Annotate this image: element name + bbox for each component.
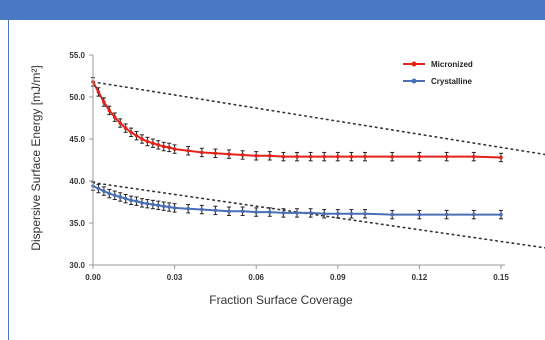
- crystalline-point: [227, 209, 231, 214]
- crystalline-point: [145, 201, 150, 206]
- crystalline-point: [200, 207, 204, 212]
- micronized-line: [92, 81, 502, 159]
- micronized-point: [213, 151, 218, 156]
- crystalline-trend: [92, 181, 545, 249]
- micronized-point: [102, 100, 106, 104]
- micronized-point: [390, 154, 395, 159]
- micronized-legend-marker: [411, 61, 417, 67]
- crystalline-point: [134, 199, 139, 203]
- micronized-point: [295, 154, 299, 159]
- crystalline-point: [349, 211, 354, 216]
- micronized-point: [349, 154, 354, 159]
- micronized-point: [363, 154, 367, 159]
- micronized-point: [156, 143, 161, 147]
- crystalline-point: [123, 196, 128, 201]
- micronized-point: [417, 154, 422, 159]
- x-tick-label: 0.12: [412, 273, 428, 282]
- crystalline-point: [161, 204, 166, 208]
- micronized-point: [322, 154, 327, 159]
- micronized-point: [186, 148, 190, 153]
- micronized-point: [472, 154, 476, 159]
- micronized-point: [118, 121, 122, 125]
- legend: Micronized Crystalline: [403, 60, 473, 86]
- micronized-point: [123, 126, 128, 130]
- micronized-point: [281, 154, 286, 159]
- micronized-point: [254, 154, 258, 158]
- crystalline-point: [213, 208, 218, 213]
- micronized-series: [91, 77, 503, 163]
- micronized-point: [161, 144, 166, 149]
- crystalline-point: [118, 195, 122, 199]
- crystalline-point: [107, 191, 112, 196]
- crystalline-series: [91, 181, 503, 220]
- micronized-point: [140, 137, 144, 141]
- crystalline-point: [254, 210, 258, 214]
- crystalline-point: [102, 189, 106, 193]
- x-tick-label: 0.00: [85, 273, 101, 282]
- micronized-point: [444, 154, 449, 159]
- micronized-point: [499, 155, 503, 160]
- crystalline-point: [444, 212, 449, 217]
- crystalline-legend-label: Crystalline: [431, 77, 472, 86]
- crystalline-point: [112, 193, 117, 198]
- x-tick-label: 0.15: [493, 273, 509, 282]
- micronized-point: [107, 108, 112, 113]
- micronized-point: [151, 141, 155, 145]
- crystalline-legend-marker: [411, 78, 417, 84]
- micronized-point: [96, 90, 101, 94]
- header-bar: [0, 0, 545, 20]
- crystalline-point: [151, 202, 155, 207]
- crystalline-point: [472, 212, 476, 217]
- micronized-point: [336, 154, 340, 159]
- micronized-point: [240, 153, 245, 157]
- y-tick-label: 45.0: [69, 135, 85, 144]
- crystalline-point: [96, 186, 101, 191]
- crystalline-point: [499, 212, 503, 217]
- micronized-point: [268, 154, 272, 158]
- crystalline-point: [156, 203, 161, 208]
- micronized-point: [145, 139, 150, 144]
- crystalline-point: [172, 206, 177, 210]
- crystalline-point: [268, 210, 272, 214]
- y-tick-label: 35.0: [69, 219, 85, 228]
- crystalline-point: [417, 212, 422, 217]
- micronized-point: [308, 154, 313, 159]
- micronized-legend-label: Micronized: [431, 60, 473, 69]
- crystalline-point: [295, 211, 299, 215]
- crystalline-point: [240, 209, 245, 214]
- crystalline-point: [390, 212, 395, 217]
- y-tick-label: 55.0: [69, 51, 85, 60]
- y-axis-title: Dispersive Surface Energy [mJ/m²]: [29, 65, 43, 250]
- crystalline-point: [322, 211, 327, 216]
- crystalline-point: [308, 211, 313, 215]
- micronized-trend: [92, 81, 545, 156]
- micronized-point: [129, 130, 133, 135]
- crystalline-point: [336, 211, 340, 216]
- crystalline-point: [167, 205, 171, 209]
- x-axis-title: Fraction Surface Coverage: [209, 293, 353, 307]
- micronized-point: [112, 115, 117, 119]
- y-tick-label: 40.0: [69, 177, 85, 186]
- crystalline-point: [363, 211, 367, 216]
- trend-lines: [92, 81, 545, 249]
- frame-border: [8, 20, 9, 340]
- micronized-point: [200, 150, 204, 155]
- micronized-point: [227, 152, 231, 156]
- y-tick-label: 50.0: [69, 93, 85, 102]
- x-tick-label: 0.06: [248, 273, 264, 282]
- micronized-point: [172, 147, 177, 151]
- crystalline-point: [140, 201, 144, 205]
- axes: [92, 55, 505, 266]
- micronized-point: [167, 145, 171, 150]
- data-series: [91, 77, 503, 220]
- tick-labels: 30.0 35.0 40.0 45.0 50.0 55.0 0.00 0.03 0.06 0.09…: [69, 51, 509, 282]
- crystalline-point: [129, 198, 133, 203]
- crystalline-point: [281, 211, 286, 215]
- y-tick-label: 30.0: [69, 261, 85, 270]
- x-tick-label: 0.09: [330, 273, 346, 282]
- micronized-point: [134, 133, 139, 138]
- x-tick-label: 0.03: [167, 273, 183, 282]
- crystalline-point: [186, 206, 190, 211]
